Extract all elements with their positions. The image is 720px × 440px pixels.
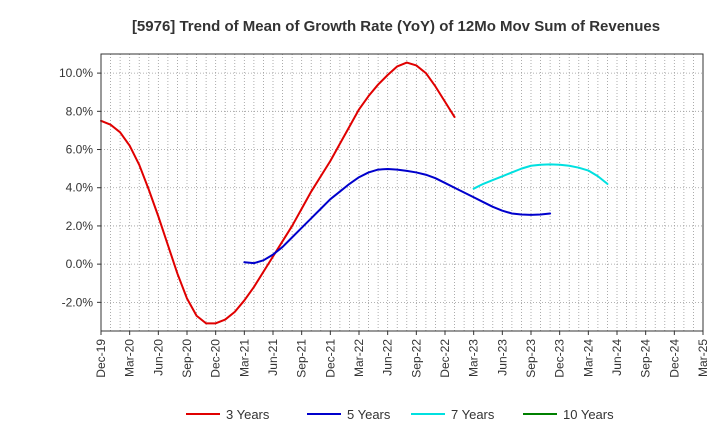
legend-label-3-years: 3 Years bbox=[226, 407, 270, 422]
series-line-5-years bbox=[243, 168, 552, 265]
x-tick-label: Sep-21 bbox=[295, 339, 309, 378]
x-tick-label: Dec-23 bbox=[553, 339, 567, 378]
legend-label-10-years: 10 Years bbox=[563, 407, 614, 422]
x-tick-label: Mar-22 bbox=[352, 339, 366, 377]
x-tick-label: Mar-25 bbox=[696, 339, 710, 377]
legend: 3 Years 5 Years 7 Years 10 Years bbox=[186, 407, 614, 422]
x-tick-label: Sep-24 bbox=[639, 339, 653, 378]
x-tick-label: Sep-20 bbox=[180, 339, 194, 378]
plot-border bbox=[100, 53, 704, 332]
y-tick-label: 10.0% bbox=[59, 66, 93, 80]
x-tick-label: Jun-24 bbox=[610, 339, 624, 376]
x-tick-label: Mar-23 bbox=[467, 339, 481, 377]
plot-area bbox=[101, 54, 703, 331]
x-tick-label: Mar-21 bbox=[237, 339, 251, 377]
x-axis: Dec-19 Mar-20 Jun-20 Sep-20 Dec-20 Mar-21 Jun-… bbox=[94, 331, 710, 378]
y-tick-label: 6.0% bbox=[66, 143, 94, 157]
plot-frame bbox=[100, 53, 704, 332]
x-tick-label: Dec-20 bbox=[209, 339, 223, 378]
x-tick-label: Dec-22 bbox=[438, 339, 452, 378]
x-tick-label: Jun-20 bbox=[151, 339, 165, 376]
x-tick-label: Dec-21 bbox=[323, 339, 337, 378]
legend-label-7-years: 7 Years bbox=[451, 407, 495, 422]
x-tick-label: Sep-23 bbox=[524, 339, 538, 378]
y-tick-label: 4.0% bbox=[66, 181, 94, 195]
x-tick-label: Sep-22 bbox=[409, 339, 423, 378]
y-tick-label: -2.0% bbox=[62, 295, 94, 309]
plot-background bbox=[101, 54, 703, 331]
x-tick-label: Dec-24 bbox=[667, 339, 681, 378]
y-tick-label: 8.0% bbox=[66, 104, 94, 118]
x-tick-label: Dec-19 bbox=[94, 339, 108, 378]
y-tick-label: 0.0% bbox=[66, 257, 94, 271]
y-axis: -2.0% 0.0% 2.0% 4.0% 6.0% 8.0% 10.0% bbox=[59, 66, 101, 309]
x-tick-label: Jun-23 bbox=[495, 339, 509, 376]
x-tick-label: Mar-20 bbox=[123, 339, 137, 377]
legend-label-5-years: 5 Years bbox=[347, 407, 391, 422]
series-lines bbox=[100, 61, 609, 325]
series-line-3-years bbox=[100, 61, 456, 325]
x-tick-label: Mar-24 bbox=[581, 339, 595, 377]
chart-title: [5976] Trend of Mean of Growth Rate (YoY… bbox=[132, 18, 660, 35]
y-tick-label: 2.0% bbox=[66, 219, 94, 233]
x-tick-label: Jun-21 bbox=[266, 339, 280, 376]
x-tick-label: Jun-22 bbox=[381, 339, 395, 376]
series-line-7-years bbox=[472, 163, 609, 190]
